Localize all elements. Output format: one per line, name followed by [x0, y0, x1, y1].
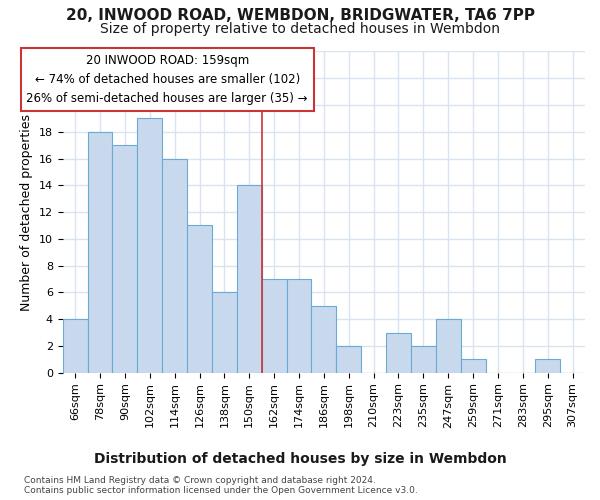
Bar: [162, 158, 187, 372]
Bar: [535, 360, 560, 372]
Bar: [436, 319, 461, 372]
Text: Size of property relative to detached houses in Wembdon: Size of property relative to detached ho…: [100, 22, 500, 36]
Text: Contains public sector information licensed under the Open Government Licence v3: Contains public sector information licen…: [24, 486, 418, 495]
Text: 20, INWOOD ROAD, WEMBDON, BRIDGWATER, TA6 7PP: 20, INWOOD ROAD, WEMBDON, BRIDGWATER, TA…: [65, 8, 535, 22]
Bar: [88, 132, 112, 372]
Y-axis label: Number of detached properties: Number of detached properties: [20, 114, 33, 310]
Text: 20 INWOOD ROAD: 159sqm
← 74% of detached houses are smaller (102)
26% of semi-de: 20 INWOOD ROAD: 159sqm ← 74% of detached…: [26, 54, 308, 105]
Bar: [411, 346, 436, 372]
Bar: [63, 319, 88, 372]
Bar: [212, 292, 237, 372]
Text: Distribution of detached houses by size in Wembdon: Distribution of detached houses by size …: [94, 452, 506, 466]
Bar: [386, 332, 411, 372]
Bar: [137, 118, 162, 372]
Bar: [337, 346, 361, 372]
Bar: [287, 279, 311, 372]
Bar: [237, 186, 262, 372]
Bar: [311, 306, 337, 372]
Bar: [187, 226, 212, 372]
Bar: [461, 360, 485, 372]
Bar: [262, 279, 287, 372]
Text: Contains HM Land Registry data © Crown copyright and database right 2024.: Contains HM Land Registry data © Crown c…: [24, 476, 376, 485]
Bar: [112, 145, 137, 372]
